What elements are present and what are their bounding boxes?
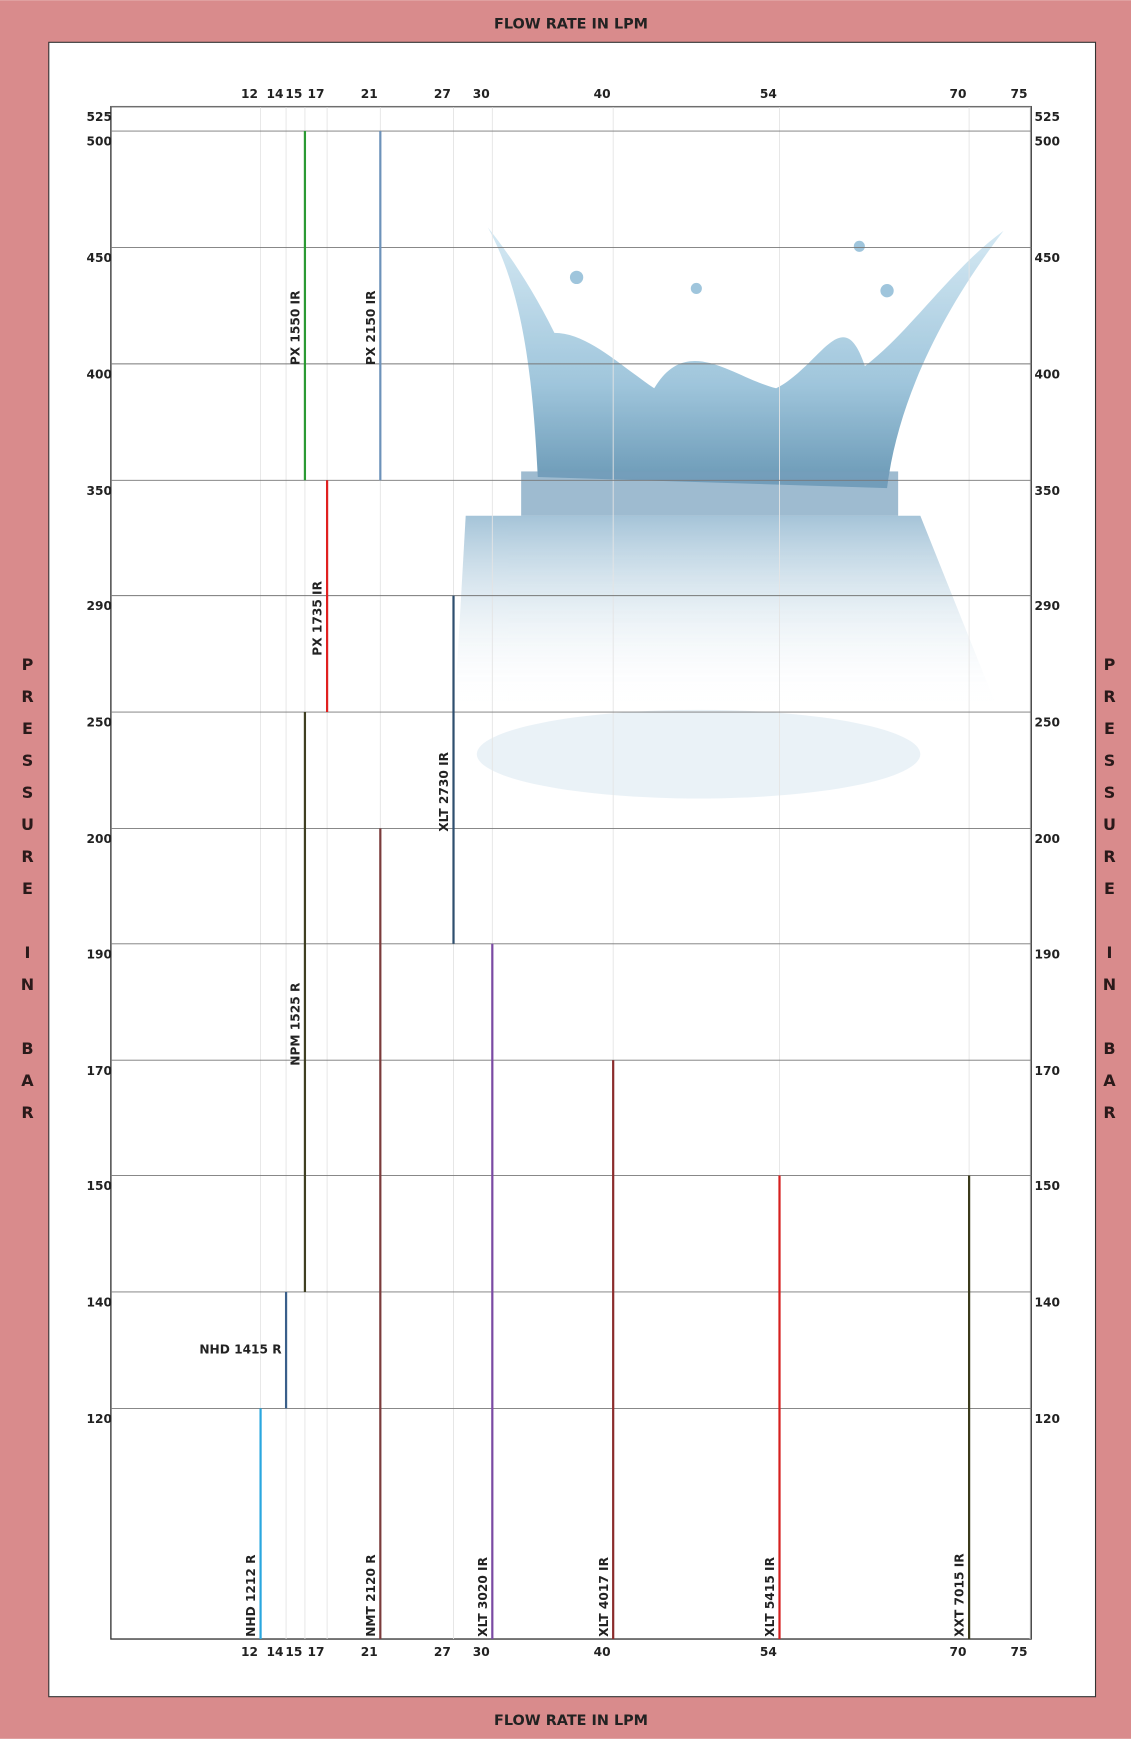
y-tick-label-left: 400 (86, 367, 111, 381)
x-tick-label-bottom: 40 (594, 1645, 611, 1659)
x-tick-label-bottom: 30 (473, 1645, 490, 1659)
x-tick-label-top: 12 (241, 87, 258, 101)
pump-label: NHD 1212 R (244, 1554, 258, 1637)
y-tick-label-left: 250 (86, 716, 111, 730)
y-tick-label-left: 190 (86, 947, 111, 961)
y-tick-label-left: 150 (86, 1179, 111, 1193)
splash-image (454, 227, 1004, 799)
x-tick-label-top: 75 (1011, 87, 1028, 101)
y-tick-label-right: 200 (1035, 832, 1060, 846)
y-tick-label-left: 290 (86, 599, 111, 613)
pump-label: XLT 3020 IR (476, 1556, 490, 1636)
x-tick-label-top: 70 (950, 87, 967, 101)
y-tick-label-right: 525 (1035, 110, 1060, 124)
pump-label: PX 2150 IR (364, 290, 378, 365)
y-tick-label-right: 500 (1035, 135, 1060, 149)
y-tick-label-right: 450 (1035, 251, 1060, 265)
x-tick-label-top: 15 (285, 87, 302, 101)
x-tick-label-top: 30 (473, 87, 490, 101)
x-tick-label-bottom: 70 (950, 1645, 967, 1659)
pump-label: NHD 1415 R (199, 1343, 282, 1357)
y-tick-label-left: 120 (86, 1412, 111, 1426)
x-tick-label-top: 21 (361, 87, 378, 101)
y-tick-label-right: 350 (1035, 484, 1060, 498)
x-tick-label-bottom: 17 (308, 1645, 325, 1659)
y-tick-label-left: 500 (86, 135, 111, 149)
x-tick-label-top: 17 (308, 87, 325, 101)
top-axis-title: FLOW RATE IN LPM (494, 17, 648, 33)
y-tick-label-left: 525 (86, 110, 111, 124)
y-tick-label-left: 200 (86, 832, 111, 846)
x-tick-label-bottom: 12 (241, 1645, 258, 1659)
pump-label: PX 1735 IR (311, 580, 325, 655)
pump-label: XLT 2730 IR (437, 751, 451, 831)
pump-label: XXT 7015 IR (953, 1553, 967, 1637)
x-tick-label-bottom: 54 (760, 1645, 777, 1659)
x-tick-label-bottom: 15 (285, 1645, 302, 1659)
y-tick-label-right: 150 (1035, 1179, 1060, 1193)
x-tick-label-bottom: 27 (434, 1645, 451, 1659)
y-tick-label-left: 170 (86, 1064, 111, 1078)
x-tick-label-top: 40 (594, 87, 611, 101)
bottom-axis-title: FLOW RATE IN LPM (494, 1713, 648, 1729)
x-tick-label-top: 14 (267, 87, 284, 101)
y-tick-label-right: 170 (1035, 1064, 1060, 1078)
y-tick-label-right: 290 (1035, 599, 1060, 613)
left-axis-title: PRESSURE IN BAR (18, 655, 37, 1135)
y-tick-label-left: 140 (86, 1296, 111, 1310)
y-tick-label-right: 400 (1035, 367, 1060, 381)
pump-label: XLT 4017 IR (597, 1556, 611, 1636)
y-tick-label-left: 450 (86, 251, 111, 265)
pump-label: XLT 5415 IR (763, 1556, 777, 1636)
pump-label: NMT 2120 R (364, 1554, 378, 1637)
y-tick-label-right: 190 (1035, 947, 1060, 961)
pump-label: PX 1550 IR (289, 290, 303, 365)
panel (48, 41, 1097, 1698)
x-tick-label-bottom: 75 (1011, 1645, 1028, 1659)
pump-label: NPM 1525 R (289, 982, 303, 1066)
y-tick-label-right: 120 (1035, 1412, 1060, 1426)
y-tick-label-right: 250 (1035, 716, 1060, 730)
x-tick-label-bottom: 21 (361, 1645, 378, 1659)
y-tick-label-left: 350 (86, 484, 111, 498)
y-tick-label-right: 140 (1035, 1296, 1060, 1310)
right-axis-title: PRESSURE IN BAR (1100, 655, 1119, 1135)
x-tick-label-top: 54 (760, 87, 777, 101)
x-tick-label-bottom: 14 (267, 1645, 284, 1659)
x-tick-label-top: 27 (434, 87, 451, 101)
